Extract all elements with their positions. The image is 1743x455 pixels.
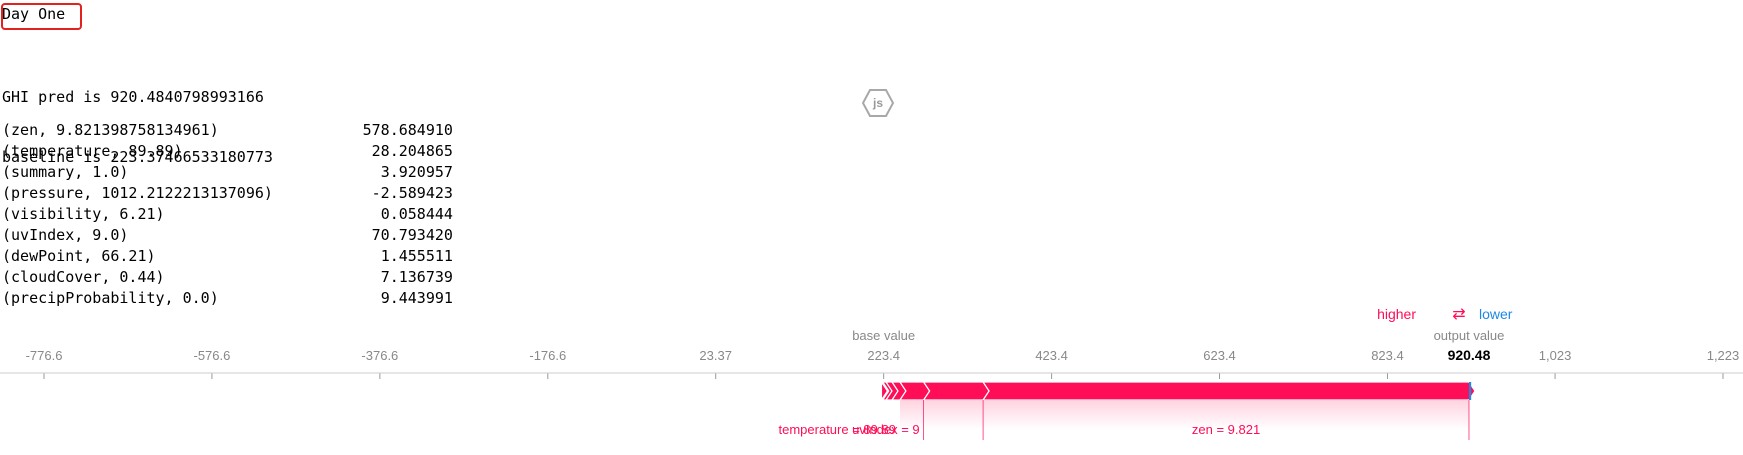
axis-tick-label: -576.6 [193,348,230,363]
legend-arrows-icon: ⇄ [1452,306,1465,323]
feature-cell: (cloudCover, 0.44) [2,268,165,286]
feature-cell: (summary, 1.0) [2,163,129,181]
legend-higher: higher [1377,306,1416,322]
axis-tick-label: 623.4 [1203,348,1236,363]
table-row: (uvIndex, 9.0) 70.793420 [2,225,453,246]
feature-cell: (pressure, 1012.2122213137096) [2,184,273,202]
force-bar-pressure [1468,382,1472,400]
axis-tick-label: -176.6 [529,348,566,363]
table-row: (cloudCover, 0.44) 7.136739 [2,267,453,288]
table-row: (temperature, 89.89) 28.204865 [2,141,453,162]
value-cell: 3.920957 [380,163,453,181]
force-bar-shadow-temperature [899,400,924,430]
value-cell: 578.684910 [362,121,453,139]
prediction-output: GHI pred is 920.4840798993166 baseline i… [2,47,273,187]
value-cell: 7.136739 [380,268,453,286]
force-bar-zen [981,381,1476,401]
force-plot: higher ⇄ lower base value output value 9… [0,306,1743,440]
force-bar-shadow-uvIndex [923,400,984,430]
js-logo-label: js [872,96,883,110]
axis-tick-label: 223.4 [867,348,900,363]
axis-tick-label: 823.4 [1371,348,1404,363]
output-value-label: output value [1434,328,1505,343]
table-row: (visibility, 6.21) 0.058444 [2,204,453,225]
base-value-label: base value [852,328,915,343]
output-value: 920.48 [1448,347,1491,363]
force-label-zen: zen = 9.821 [1192,422,1260,437]
table-row: (zen, 9.821398758134961) 578.684910 [2,120,453,141]
value-cell: 28.204865 [371,142,453,160]
baseline-line: baseline is 223.37466533180773 [2,148,273,166]
value-cell: 1.455511 [380,247,453,265]
feature-cell: (uvIndex, 9.0) [2,226,129,244]
axis-tick-label: -776.6 [26,348,63,363]
table-row: (pressure, 1012.2122213137096) -2.589423 [2,183,453,204]
feature-cell: (precipProbability, 0.0) [2,289,219,307]
axis-ticks: -776.6 -576.6 -376.6 -176.6 23.37 223.4 423.4 6… [26,348,1740,379]
table-row: (dewPoint, 66.21) 1.455511 [2,246,453,267]
shap-values-table: (zen, 9.821398758134961) 578.684910 (tempe… [2,120,453,309]
feature-cell: (dewPoint, 66.21) [2,247,156,265]
js-logo-icon: js [862,89,894,117]
force-label-temperature: temperature = 89.89 [779,422,896,437]
feature-cell: (zen, 9.821398758134961) [2,121,219,139]
table-row: (summary, 1.0) 3.920957 [2,162,453,183]
force-bar-shadow-zen [983,400,1469,430]
table-row: (precipProbability, 0.0) 9.443991 [2,288,453,309]
value-cell: 70.793420 [371,226,453,244]
value-cell: 9.443991 [380,289,453,307]
axis-tick-label: -376.6 [361,348,398,363]
value-cell: -2.589423 [371,184,453,202]
axis-tick-label: 1,023 [1539,348,1572,363]
axis-tick-label: 23.37 [699,348,732,363]
value-cell: 0.058444 [380,205,453,223]
legend-lower: lower [1479,306,1513,322]
feature-cell: (visibility, 6.21) [2,205,165,223]
title-highlight-box [1,3,82,30]
force-label-uvIndex: uvIndex = 9 [852,422,920,437]
prediction-line: GHI pred is 920.4840798993166 [2,88,264,106]
axis-tick-label: 423.4 [1035,348,1068,363]
feature-cell: (temperature, 89.89) [2,142,183,160]
page-title: Day One [2,5,66,23]
axis-tick-label: 1,223 [1707,348,1740,363]
force-bars [880,381,1476,401]
force-plot-legend: higher ⇄ lower [1377,306,1513,323]
force-bar-uvIndex [922,381,990,401]
